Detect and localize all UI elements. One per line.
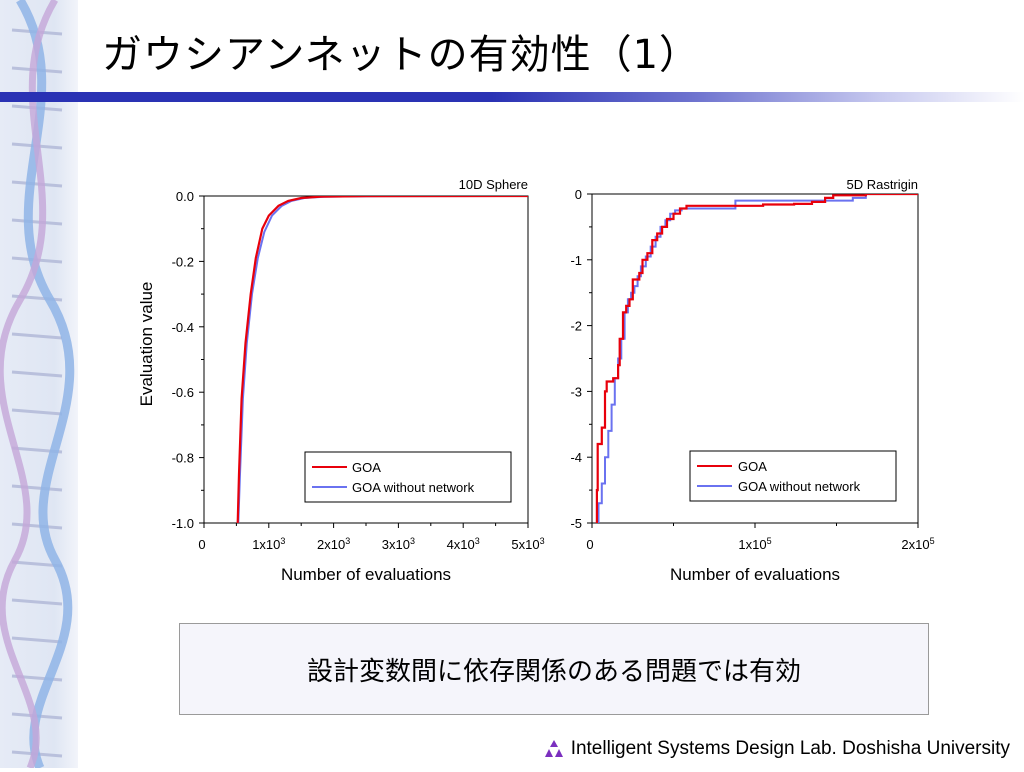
series-line-goa: [236, 196, 528, 523]
legend-label-goa: GOA: [352, 460, 381, 475]
y-tick-label: -1.0: [172, 516, 194, 531]
y-tick-label: -4: [570, 450, 582, 465]
x-tick-label: 1x105: [738, 536, 771, 552]
y-tick-label: 0: [575, 187, 582, 202]
x-tick-label: 1x103: [252, 536, 285, 552]
chart-title: 10D Sphere: [459, 177, 528, 192]
y-tick-label: -1: [570, 253, 582, 268]
legend-label-goa-without-network: GOA without network: [352, 480, 475, 495]
y-tick-label: -2: [570, 319, 582, 334]
y-tick-label: -0.8: [172, 451, 194, 466]
conclusion-text: 設計変数間に依存関係のある問題では有効: [306, 656, 801, 687]
x-axis-label: Number of evaluations: [670, 565, 840, 584]
chart-10d-sphere: 10D Sphere 0.0 -0.2 -0.4 -0.6 -0.8 -1.0 0 1x103…: [137, 177, 545, 584]
y-tick-label: -0.2: [172, 254, 194, 269]
x-tick-label: 2x103: [317, 536, 350, 552]
x-tick-label: 0: [198, 537, 205, 552]
triangle-logo-icon: [544, 740, 563, 757]
legend: GOA GOA without network: [689, 450, 897, 502]
chart-title: 5D Rastrigin: [846, 177, 918, 192]
x-tick-label: 0: [586, 537, 593, 552]
dna-helix-decoration: [0, 0, 78, 770]
title-underline-bar: [0, 92, 1024, 102]
slide-title: ガウシアンネットの有効性（1）: [102, 32, 701, 78]
x-tick-label: 5x103: [511, 536, 544, 552]
y-tick-label: -0.6: [172, 385, 194, 400]
series-line-goa-without-network: [596, 194, 918, 523]
x-tick-label: 4x103: [447, 536, 480, 552]
y-axis-label: Evaluation value: [137, 282, 156, 407]
legend-label-goa: GOA: [738, 459, 767, 474]
y-tick-label: -3: [570, 384, 582, 399]
y-tick-label: -0.4: [172, 320, 194, 335]
x-axis-label: Number of evaluations: [281, 565, 451, 584]
legend-label-goa-without-network: GOA without network: [738, 479, 861, 494]
x-tick-label: 3x103: [382, 536, 415, 552]
dna-helix-icon: [0, 0, 75, 770]
chart-5d-rastrigin: 5D Rastrigin 0 -1 -2 -3 -4 -5 0 1x105 2x105 Numb…: [570, 177, 934, 584]
series-line-goa: [595, 194, 918, 523]
legend: GOA GOA without network: [304, 451, 512, 503]
y-tick-label: 0.0: [176, 189, 194, 204]
footer-text: Intelligent Systems Design Lab. Doshisha…: [570, 738, 1010, 759]
y-tick-label: -5: [570, 516, 582, 531]
x-tick-label: 2x105: [901, 536, 934, 552]
footer: Intelligent Systems Design Lab. Doshisha…: [543, 738, 1010, 760]
conclusion-box: 設計変数間に依存関係のある問題では有効: [179, 623, 929, 715]
